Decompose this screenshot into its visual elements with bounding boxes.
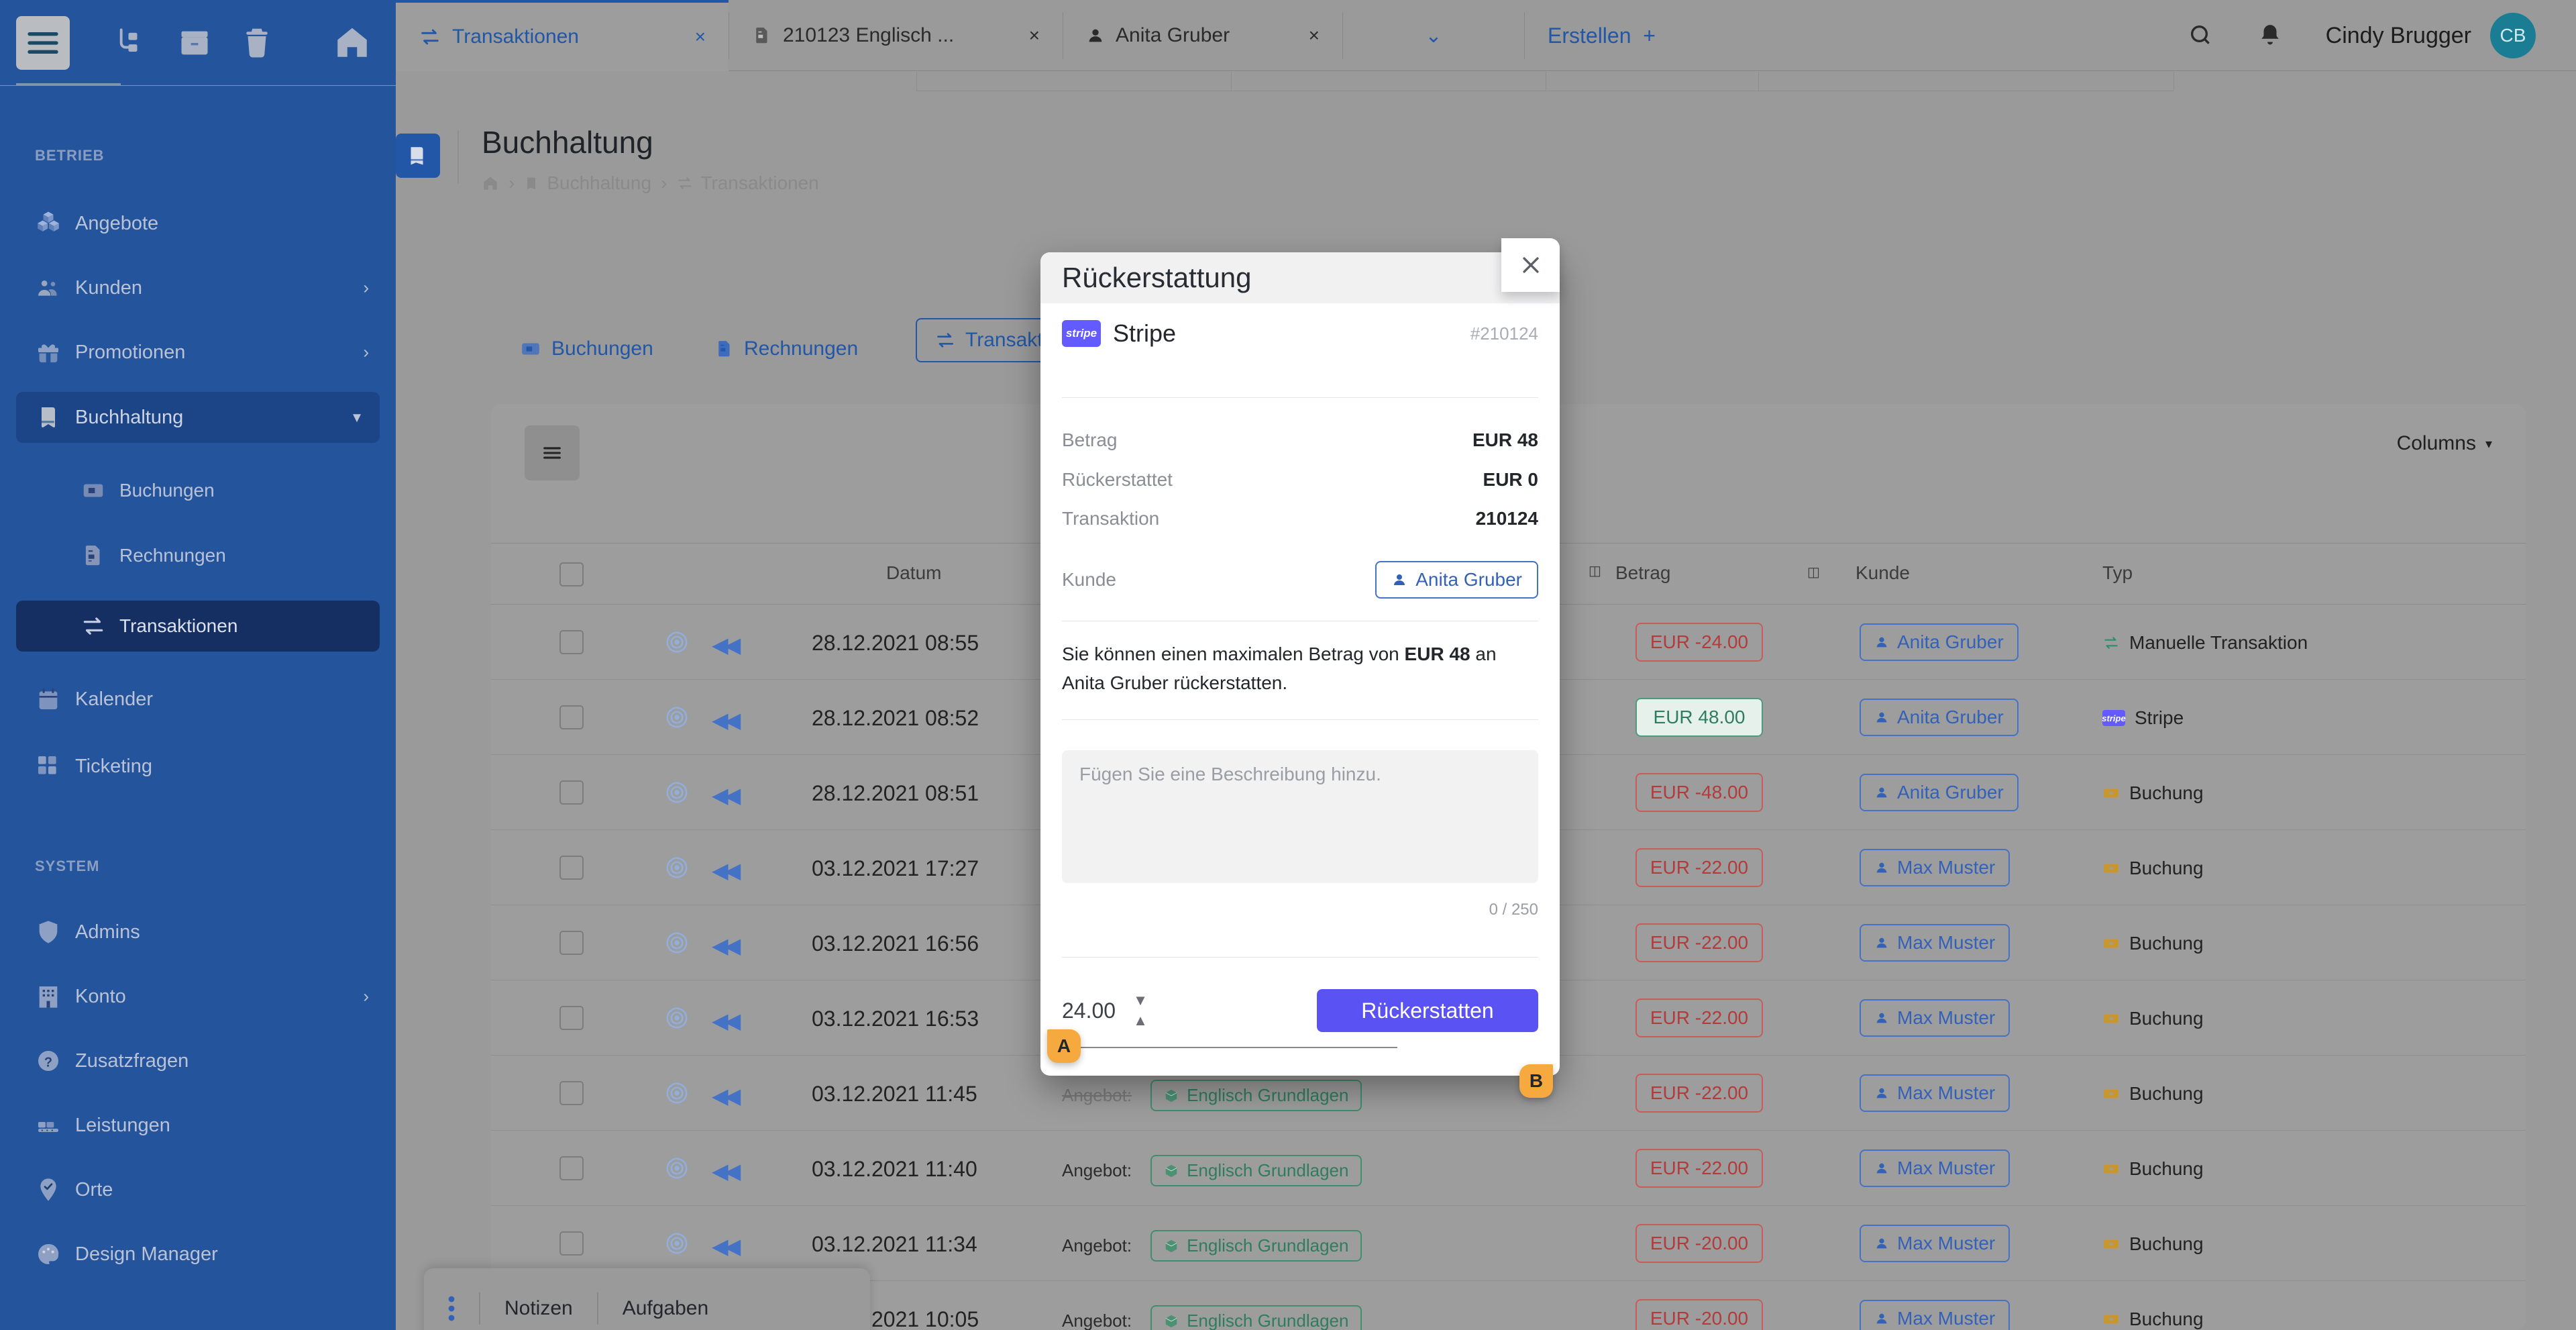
svg-text:?: ? [44,1055,52,1070]
